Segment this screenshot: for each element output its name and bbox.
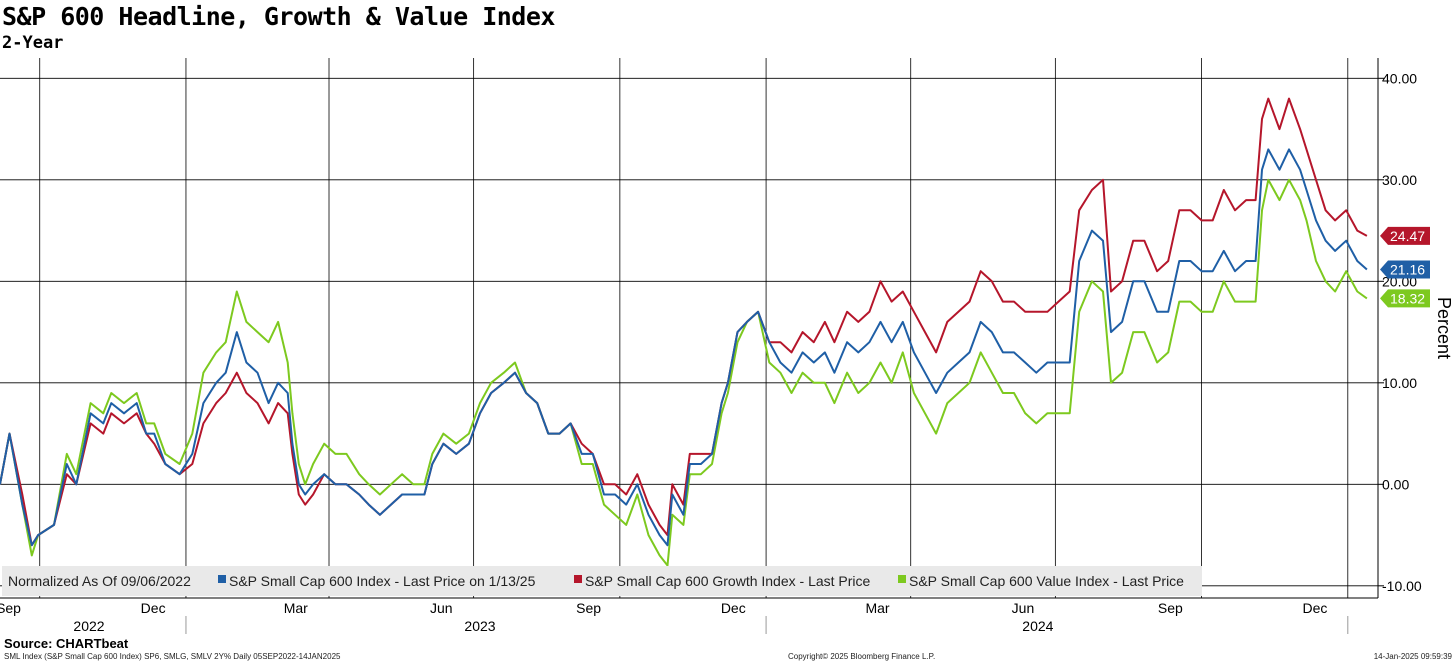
x-year-label: 2024 xyxy=(1022,618,1053,634)
last-value-tag xyxy=(1380,260,1430,279)
x-year-label: 2022 xyxy=(73,618,104,634)
x-year-label: 2023 xyxy=(464,618,495,634)
y-tick-label: 40.00 xyxy=(1382,70,1417,86)
x-tick-label: Sep xyxy=(0,600,21,616)
line-chart: 40.0030.0020.0010.000.00-10.00PercentSep… xyxy=(0,58,1454,634)
legend-swatch xyxy=(218,575,226,583)
last-value-text: 18.32 xyxy=(1390,290,1425,306)
last-value-text: 21.16 xyxy=(1390,262,1425,278)
legend-entry: S&P Small Cap 600 Value Index - Last Pri… xyxy=(909,573,1184,589)
x-tick-label: Jun xyxy=(430,600,453,616)
last-value-tag xyxy=(1380,226,1430,245)
x-tick-label: Mar xyxy=(865,600,889,616)
footer-index-description: SML Index (S&P Small Cap 600 Index) SP6,… xyxy=(4,652,341,661)
legend: Normalized As Of 09/06/2022 S&P Small Cap… xyxy=(2,566,1202,596)
last-value-text: 24.47 xyxy=(1390,228,1425,244)
series-line xyxy=(0,148,1368,547)
legend-swatch xyxy=(898,575,906,583)
last-value-label: 18.32 xyxy=(1380,289,1430,308)
x-tick-label: Dec xyxy=(1303,600,1328,616)
y-axis-title: Percent xyxy=(1434,297,1454,359)
legend-box xyxy=(2,566,1202,596)
y-tick-label: 30.00 xyxy=(1382,172,1417,188)
chart-subtitle: 2-Year xyxy=(2,33,64,53)
last-value-tag xyxy=(1380,289,1430,308)
source-note: Source: CHARTbeat xyxy=(4,636,129,651)
series-line xyxy=(0,178,1368,567)
x-tick-label: Dec xyxy=(141,600,166,616)
x-tick-label: Sep xyxy=(1158,600,1183,616)
x-tick-label: Jun xyxy=(1012,600,1035,616)
last-value-label: 24.47 xyxy=(1380,226,1430,245)
plot-background xyxy=(0,58,1378,598)
x-tick-label: Mar xyxy=(284,600,308,616)
chart-title: S&P 600 Headline, Growth & Value Index xyxy=(2,2,555,31)
y-tick-label: 0.00 xyxy=(1382,476,1409,492)
footer-timestamp: 14-Jan-2025 09:59:39 xyxy=(1373,652,1452,661)
legend-prefix: Normalized As Of 09/06/2022 xyxy=(8,573,191,589)
last-value-labels: 21.16 24.47 18.32 xyxy=(1380,226,1430,308)
footer-copyright: Copyright© 2025 Bloomberg Finance L.P. xyxy=(788,652,936,661)
x-tick-label: Sep xyxy=(576,600,601,616)
series-lines xyxy=(0,97,1368,567)
y-tick-label: -10.00 xyxy=(1382,578,1422,594)
y-tick-label: 10.00 xyxy=(1382,375,1417,391)
x-tick-label: Dec xyxy=(721,600,746,616)
legend-entry: S&P Small Cap 600 Index - Last Price on … xyxy=(229,573,536,589)
legend-entry: S&P Small Cap 600 Growth Index - Last Pr… xyxy=(585,573,871,589)
legend-swatch xyxy=(574,575,582,583)
last-value-label: 21.16 xyxy=(1380,260,1430,279)
series-line xyxy=(0,97,1368,547)
